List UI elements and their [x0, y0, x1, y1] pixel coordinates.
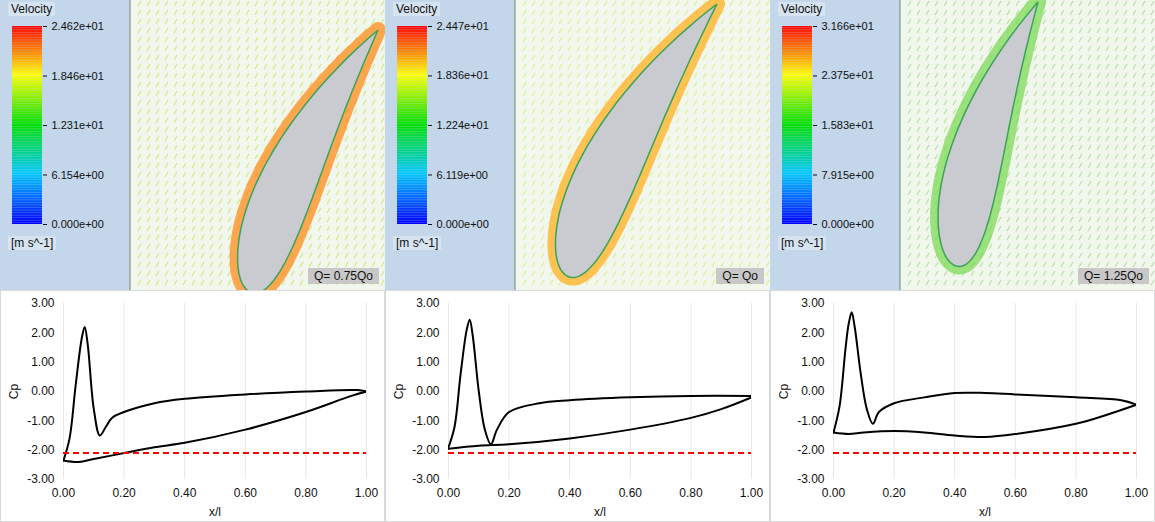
html-text:Velocity: Velocity [781, 2, 823, 16]
svg-text:1.00: 1.00 [1125, 486, 1149, 500]
svg-text:3.00: 3.00 [416, 296, 440, 310]
svg-text:3.00: 3.00 [801, 296, 825, 310]
html-text:[m s^-1]: [m s^-1] [781, 236, 824, 250]
svg-text:6.119e+00: 6.119e+00 [437, 169, 489, 181]
svg-text:0.00: 0.00 [437, 486, 461, 500]
svg-text:0.60: 0.60 [1004, 486, 1028, 500]
svg-text:2.375e+01: 2.375e+01 [822, 69, 874, 81]
svg-text:0.40: 0.40 [943, 486, 967, 500]
svg-text:-2.00: -2.00 [797, 443, 825, 457]
svg-text:2.462e+01: 2.462e+01 [52, 20, 104, 32]
html-text:Q= Qo: Q= Qo [722, 269, 758, 283]
svg-text:0.80: 0.80 [294, 486, 318, 500]
svg-text:2.00: 2.00 [31, 326, 55, 340]
svg-text:0.80: 0.80 [1064, 486, 1088, 500]
svg-text:Cp: Cp [392, 384, 406, 400]
svg-text:0.000e+00: 0.000e+00 [437, 218, 489, 230]
svg-text:1.224e+01: 1.224e+01 [437, 119, 489, 131]
svg-text:x/l: x/l [594, 505, 606, 519]
svg-text:-1.00: -1.00 [412, 414, 440, 428]
svg-text:-1.00: -1.00 [797, 414, 825, 428]
svg-text:0.00: 0.00 [822, 486, 846, 500]
html-text:[m s^-1]: [m s^-1] [11, 236, 54, 250]
html-text:Velocity: Velocity [396, 2, 438, 16]
html-text:Q= 0.75Qo: Q= 0.75Qo [314, 269, 373, 283]
html-text:Velocity: Velocity [11, 2, 53, 16]
svg-text:-2.00: -2.00 [27, 443, 55, 457]
svg-text:1.00: 1.00 [740, 486, 764, 500]
svg-text:0.20: 0.20 [497, 486, 521, 500]
svg-text:0.60: 0.60 [619, 486, 643, 500]
svg-text:0.80: 0.80 [679, 486, 703, 500]
svg-text:1.836e+01: 1.836e+01 [437, 69, 489, 81]
svg-text:2.447e+01: 2.447e+01 [437, 20, 489, 32]
svg-text:-2.00: -2.00 [412, 443, 440, 457]
svg-text:1.00: 1.00 [31, 355, 55, 369]
svg-text:0.00: 0.00 [31, 384, 55, 398]
svg-text:-1.00: -1.00 [27, 414, 55, 428]
svg-text:3.00: 3.00 [31, 296, 55, 310]
svg-text:1.00: 1.00 [416, 355, 440, 369]
svg-text:0.00: 0.00 [52, 486, 76, 500]
svg-text:7.915e+00: 7.915e+00 [822, 169, 874, 181]
svg-text:0.40: 0.40 [558, 486, 582, 500]
svg-text:1.846e+01: 1.846e+01 [52, 70, 104, 82]
svg-text:1.00: 1.00 [355, 486, 379, 500]
html-text:Q= 1.25Qo: Q= 1.25Qo [1084, 269, 1143, 283]
svg-text:0.40: 0.40 [173, 486, 197, 500]
html-text:[m s^-1]: [m s^-1] [396, 236, 439, 250]
svg-text:0.00: 0.00 [801, 384, 825, 398]
svg-text:-3.00: -3.00 [27, 472, 55, 486]
svg-text:0.000e+00: 0.000e+00 [52, 218, 104, 230]
svg-text:6.154e+00: 6.154e+00 [52, 169, 104, 181]
svg-text:0.60: 0.60 [234, 486, 258, 500]
svg-text:0.000e+00: 0.000e+00 [822, 218, 874, 230]
svg-text:x/l: x/l [209, 505, 221, 519]
svg-text:0.20: 0.20 [882, 486, 906, 500]
svg-text:Cp: Cp [777, 384, 791, 400]
svg-text:1.583e+01: 1.583e+01 [822, 119, 874, 131]
svg-text:x/l: x/l [979, 505, 991, 519]
svg-text:3.166e+01: 3.166e+01 [822, 20, 874, 32]
svg-text:1.231e+01: 1.231e+01 [52, 119, 104, 131]
svg-text:-3.00: -3.00 [797, 472, 825, 486]
svg-text:1.00: 1.00 [801, 355, 825, 369]
svg-text:2.00: 2.00 [416, 326, 440, 340]
svg-text:0.20: 0.20 [112, 486, 136, 500]
svg-text:Cp: Cp [7, 384, 21, 400]
svg-text:-3.00: -3.00 [412, 472, 440, 486]
svg-text:2.00: 2.00 [801, 326, 825, 340]
svg-text:0.00: 0.00 [416, 384, 440, 398]
